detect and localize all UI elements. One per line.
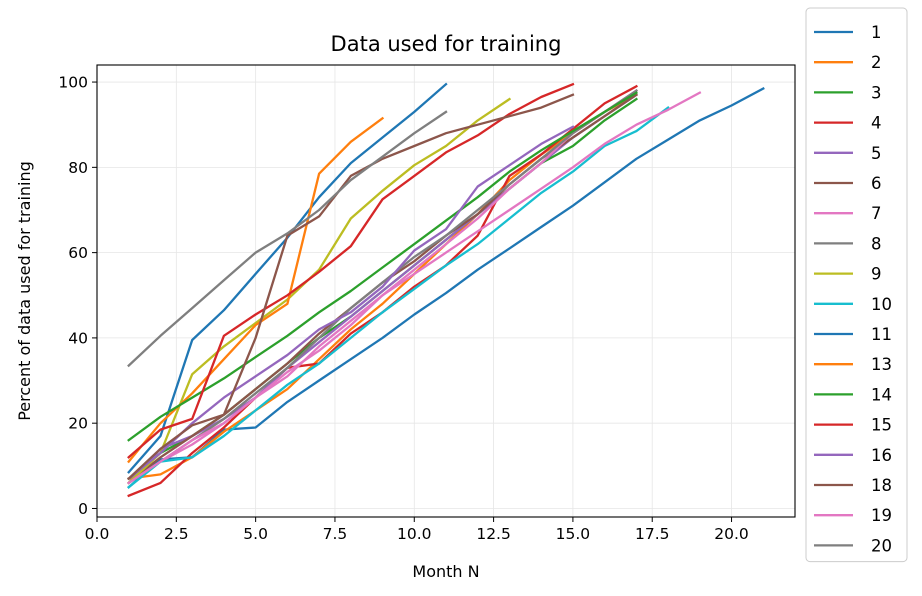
x-tick-label: 2.5: [164, 525, 189, 543]
series-lines: [127, 82, 765, 498]
x-tick-label: 12.5: [476, 525, 511, 543]
legend-label-13: 13: [871, 355, 892, 374]
x-axis-label: Month N: [412, 562, 479, 581]
legend-label-11: 11: [871, 325, 892, 344]
legend-label-2: 2: [871, 53, 882, 72]
chart-title: Data used for training: [331, 32, 562, 56]
legend-label-18: 18: [871, 476, 892, 495]
y-axis-label: Percent of data used for training: [15, 161, 34, 421]
x-tick-label: 20.0: [714, 525, 749, 543]
x-tick-label: 5.0: [243, 525, 268, 543]
x-tick-label: 17.5: [635, 525, 670, 543]
legend-label-16: 16: [871, 446, 892, 465]
series-line-15: [127, 82, 575, 459]
legend-label-15: 15: [871, 416, 892, 435]
series-line-20: [127, 110, 448, 368]
y-axis-ticks: 0 20 40 60 80 100: [58, 74, 97, 518]
x-axis-ticks: 0.0 2.5 5.0 7.5 10.0 12.5 15.0 17.5 20.0: [85, 517, 749, 543]
legend-label-1: 1: [871, 23, 882, 42]
legend-label-9: 9: [871, 265, 882, 284]
x-tick-label: 10.0: [397, 525, 432, 543]
plot-area-frame: [96, 64, 796, 518]
series-line-14: [127, 91, 638, 442]
x-tick-label: 0.0: [85, 525, 110, 543]
y-tick-label: 60: [68, 244, 88, 262]
legend-label-10: 10: [871, 295, 892, 314]
series-line-8: [127, 89, 638, 485]
y-tick-label: 80: [68, 159, 88, 177]
legend-frame: [805, 7, 908, 563]
y-tick-label: 40: [68, 329, 88, 347]
legend-label-19: 19: [871, 506, 892, 525]
legend-label-4: 4: [871, 114, 882, 133]
legend-label-7: 7: [871, 204, 882, 223]
legend-label-3: 3: [871, 83, 882, 102]
x-tick-label: 15.0: [556, 525, 591, 543]
y-tick-label: 20: [68, 415, 88, 433]
legend-label-5: 5: [871, 144, 882, 163]
legend-label-20: 20: [871, 536, 892, 555]
series-line-16: [127, 125, 575, 481]
legend-label-14: 14: [871, 385, 892, 404]
x-tick-label: 7.5: [323, 525, 348, 543]
legend-label-8: 8: [871, 234, 882, 253]
series-line-18: [127, 93, 575, 481]
y-tick-label: 100: [58, 74, 88, 92]
series-line-10: [127, 105, 670, 489]
series-line-9: [127, 97, 512, 485]
legend: 1 2 3 4 5 6 7 8 9 10 11 13 14 15 16 18 19 20: [805, 7, 908, 563]
series-line-19: [127, 91, 702, 485]
legend-label-6: 6: [871, 174, 882, 193]
y-tick-label: 0: [78, 500, 88, 518]
series-line-13: [127, 116, 385, 464]
